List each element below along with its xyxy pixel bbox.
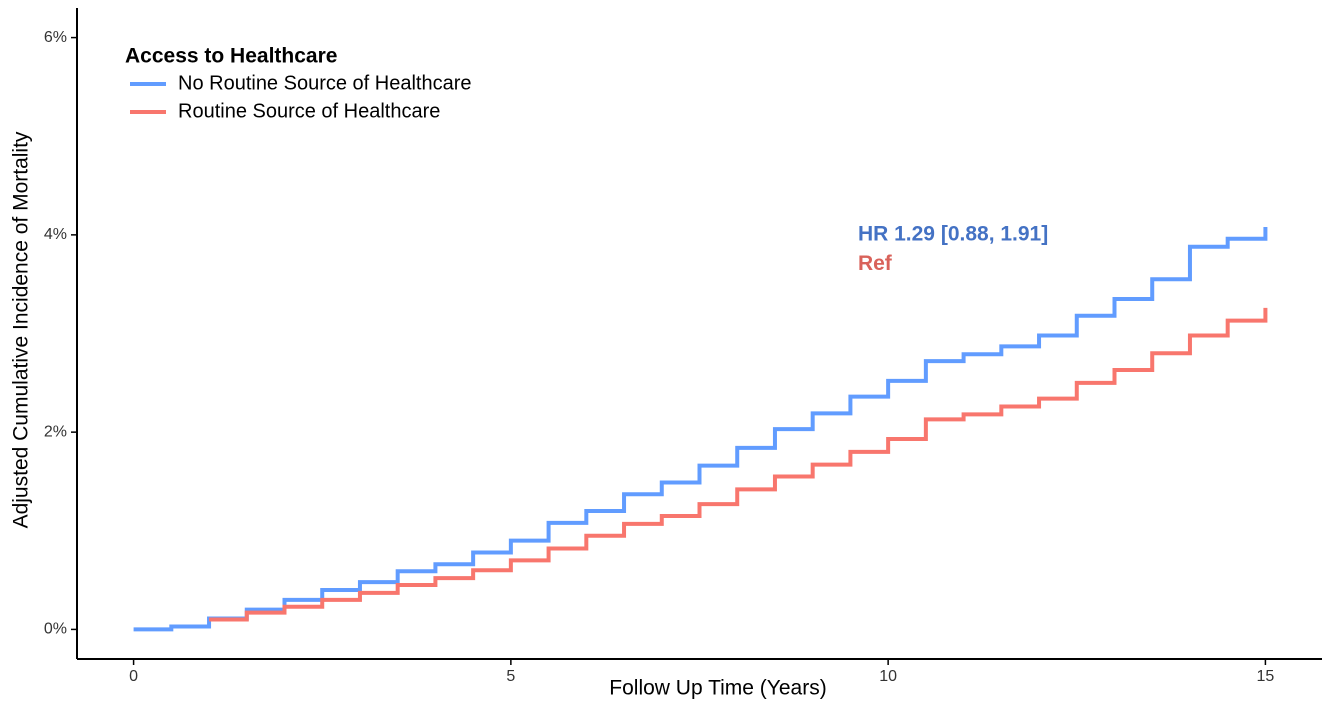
x-tick-label: 0 <box>129 668 138 685</box>
y-tick-label: 6% <box>44 29 67 46</box>
x-tick-label: 15 <box>1257 668 1275 685</box>
legend-label: Routine Source of Healthcare <box>178 100 440 122</box>
y-tick-label: 2% <box>44 423 67 440</box>
y-tick-label: 4% <box>44 226 67 243</box>
x-axis-label: Follow Up Time (Years) <box>609 677 826 700</box>
annotation: HR 1.29 [0.88, 1.91] <box>858 222 1048 245</box>
series-line <box>209 307 1268 622</box>
annotation: Ref <box>858 252 893 275</box>
legend-label: No Routine Source of Healthcare <box>178 72 472 94</box>
series-line <box>133 226 1268 632</box>
legend-title: Access to Healthcare <box>125 45 337 68</box>
y-tick-label: 0% <box>44 621 67 638</box>
y-axis-label: Adjusted Cumulative Incidence of Mortali… <box>10 131 33 528</box>
x-tick-label: 5 <box>506 668 515 685</box>
x-tick-label: 10 <box>879 668 897 685</box>
